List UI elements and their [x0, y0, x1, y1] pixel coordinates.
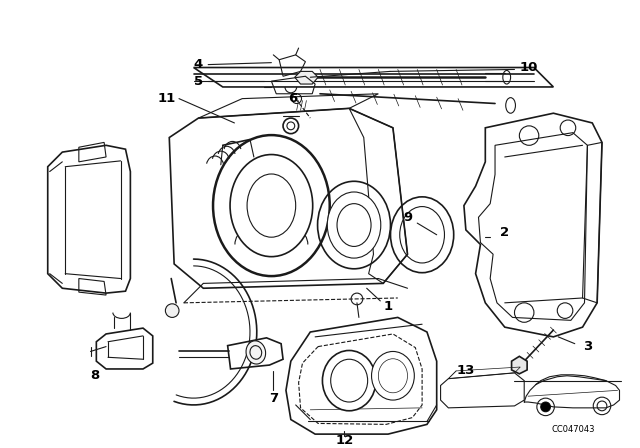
- Text: 8: 8: [90, 369, 99, 382]
- Text: 3: 3: [583, 340, 592, 353]
- Text: 11: 11: [157, 92, 175, 105]
- Ellipse shape: [230, 155, 313, 257]
- Text: 1: 1: [383, 300, 392, 313]
- Text: 13: 13: [457, 364, 475, 377]
- Text: 10: 10: [520, 61, 538, 74]
- Text: 6: 6: [288, 92, 298, 105]
- Text: 7: 7: [269, 392, 278, 405]
- Ellipse shape: [246, 341, 266, 364]
- Ellipse shape: [372, 352, 414, 400]
- Text: 4: 4: [194, 58, 203, 71]
- Ellipse shape: [327, 192, 381, 258]
- Text: 2: 2: [500, 226, 509, 239]
- Text: 5: 5: [194, 75, 203, 88]
- Text: 9: 9: [403, 211, 412, 224]
- Text: CC047043: CC047043: [551, 425, 595, 434]
- Text: 12: 12: [335, 435, 353, 448]
- Polygon shape: [294, 71, 318, 84]
- Circle shape: [283, 118, 299, 134]
- Circle shape: [165, 304, 179, 318]
- Polygon shape: [511, 356, 527, 374]
- Ellipse shape: [323, 350, 376, 411]
- Circle shape: [541, 402, 550, 412]
